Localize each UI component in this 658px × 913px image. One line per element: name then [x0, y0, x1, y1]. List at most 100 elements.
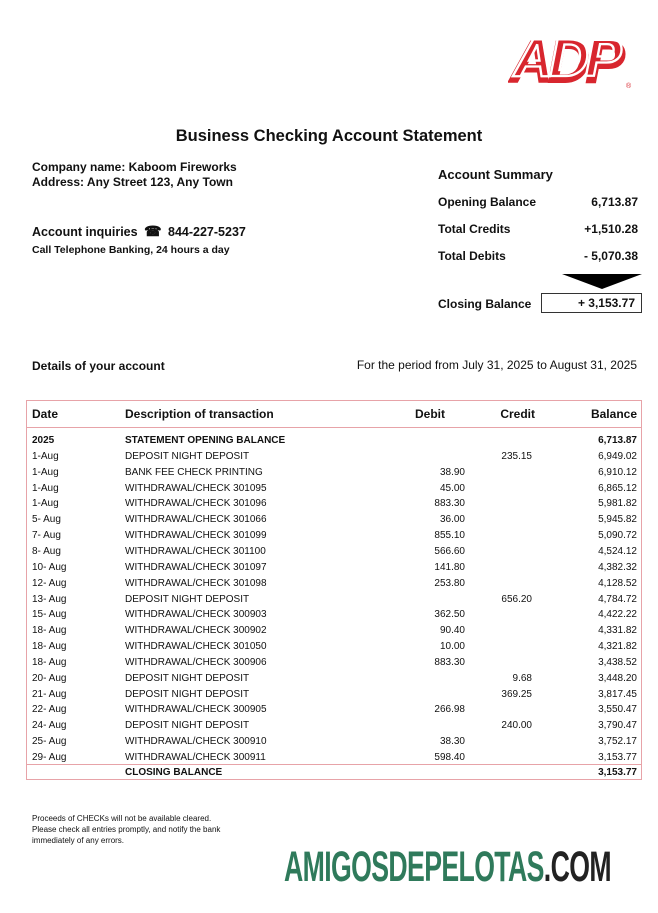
- telephone-icon: ☎: [144, 223, 162, 239]
- cell-balance: 3,448.20: [598, 672, 637, 684]
- cell-debit: 883.30: [434, 498, 465, 510]
- cell-balance: 6,949.02: [598, 450, 637, 462]
- adp-logo: ADP ADP ®: [508, 30, 632, 90]
- header-debit: Debit: [415, 407, 445, 421]
- cell-date: 7- Aug: [32, 530, 61, 542]
- watermark-suffix: .COM: [543, 843, 612, 891]
- table-row: 15- Aug WITHDRAWAL/CHECK 300903 362.50 4,42…: [0, 609, 658, 625]
- account-inquiries: Account inquiries ☎ 844-227-5237: [32, 223, 246, 240]
- statement-period: For the period from July 31, 2025 to Aug…: [356, 358, 637, 372]
- cell-debit: 141.80: [434, 561, 465, 573]
- cell-description: WITHDRAWAL/CHECK 300910: [125, 736, 267, 748]
- cell-date: 5- Aug: [32, 514, 61, 526]
- arrow-down-icon: [562, 274, 642, 289]
- summary-label: Total Debits: [438, 249, 506, 263]
- cell-credit: 656.20: [501, 593, 532, 605]
- cell-balance: 4,331.82: [598, 625, 637, 637]
- inquiries-label: Account inquiries: [32, 225, 138, 239]
- summary-total-debits: Total Debits - 5,070.38: [438, 249, 638, 265]
- account-summary-title: Account Summary: [438, 167, 553, 182]
- table-row: 5- Aug WITHDRAWAL/CHECK 301066 36.00 5,945.…: [0, 514, 658, 530]
- summary-label: Opening Balance: [438, 195, 537, 209]
- summary-value: +1,510.28: [584, 222, 638, 236]
- summary-total-credits: Total Credits +1,510.28: [438, 222, 638, 238]
- cell-balance: 5,090.72: [598, 530, 637, 542]
- cell-description: WITHDRAWAL/CHECK 301095: [125, 482, 267, 494]
- cell-description: WITHDRAWAL/CHECK 301097: [125, 561, 267, 573]
- cell-balance: 5,981.82: [598, 498, 637, 510]
- opening-balance-row: 2025 STATEMENT OPENING BALANCE 6,713.87: [0, 435, 658, 451]
- header-date: Date: [32, 407, 59, 421]
- cell-description: DEPOSIT NIGHT DEPOSIT: [125, 672, 250, 684]
- closing-balance-row: CLOSING BALANCE 3,153.77: [0, 767, 658, 783]
- summary-value: 6,713.87: [591, 195, 638, 209]
- cell-balance: 3,790.47: [598, 720, 637, 732]
- table-row: 29- Aug WITHDRAWAL/CHECK 300911 598.40 3,15…: [0, 752, 658, 768]
- cell-debit: 883.30: [434, 656, 465, 668]
- cell-description: WITHDRAWAL/CHECK 301050: [125, 641, 267, 653]
- svg-text:ADP: ADP: [512, 30, 622, 88]
- cell-debit: 38.30: [439, 736, 465, 748]
- cell-description: WITHDRAWAL/CHECK 300902: [125, 625, 267, 637]
- cell-description: WITHDRAWAL/CHECK 301096: [125, 498, 267, 510]
- cell-balance: 4,422.22: [598, 609, 637, 621]
- table-row: 13- Aug DEPOSIT NIGHT DEPOSIT 656.20 4,784.…: [0, 594, 658, 610]
- cell-description: WITHDRAWAL/CHECK 301066: [125, 514, 267, 526]
- table-row: 22- Aug WITHDRAWAL/CHECK 300905 266.98 3,55…: [0, 704, 658, 720]
- cell-date: 18- Aug: [32, 641, 67, 653]
- cell-debit: 266.98: [434, 704, 465, 716]
- cell-description: WITHDRAWAL/CHECK 300906: [125, 656, 267, 668]
- cell-credit: 240.00: [501, 720, 532, 732]
- cell-date: 20- Aug: [32, 672, 67, 684]
- cell-date: 1-Aug: [32, 482, 59, 494]
- table-row: 20- Aug DEPOSIT NIGHT DEPOSIT 9.68 3,448.20: [0, 673, 658, 689]
- cell-date: 29- Aug: [32, 752, 67, 763]
- transactions-table: [26, 400, 642, 780]
- table-row: 18- Aug WITHDRAWAL/CHECK 301050 10.00 4,321…: [0, 641, 658, 657]
- cell-date: 1-Aug: [32, 466, 59, 478]
- cell-balance: 3,153.77: [598, 767, 637, 778]
- cell-description: STATEMENT OPENING BALANCE: [125, 435, 286, 446]
- cell-debit: 566.60: [434, 545, 465, 557]
- telephone-banking-note: Call Telephone Banking, 24 hours a day: [32, 244, 230, 256]
- cell-credit: 9.68: [512, 672, 532, 684]
- cell-description: BANK FEE CHECK PRINTING: [125, 466, 263, 478]
- table-row: 1-Aug WITHDRAWAL/CHECK 301096 883.30 5,981.…: [0, 498, 658, 514]
- cell-description: DEPOSIT NIGHT DEPOSIT: [125, 593, 250, 605]
- cell-date: 25- Aug: [32, 736, 67, 748]
- summary-label: Total Credits: [438, 222, 511, 236]
- svg-text:®: ®: [626, 82, 632, 90]
- cell-debit: 598.40: [434, 752, 465, 763]
- cell-date: 24- Aug: [32, 720, 67, 732]
- cell-description: DEPOSIT NIGHT DEPOSIT: [125, 450, 250, 462]
- cell-description: DEPOSIT NIGHT DEPOSIT: [125, 720, 250, 732]
- cell-balance: 3,550.47: [598, 704, 637, 716]
- cell-date: 1-Aug: [32, 498, 59, 510]
- cell-date: 21- Aug: [32, 688, 67, 700]
- cell-description: WITHDRAWAL/CHECK 301100: [125, 545, 266, 557]
- cell-balance: 3,817.45: [598, 688, 637, 700]
- cell-date: 8- Aug: [32, 545, 61, 557]
- cell-debit: 90.40: [439, 625, 465, 637]
- cell-balance: 4,382.32: [598, 561, 637, 573]
- cell-balance: 6,910.12: [598, 466, 637, 478]
- summary-opening-balance: Opening Balance 6,713.87: [438, 195, 638, 211]
- header-credit: Credit: [500, 407, 535, 421]
- table-row: 1-Aug WITHDRAWAL/CHECK 301095 45.00 6,865.1…: [0, 483, 658, 499]
- cell-date: 18- Aug: [32, 656, 67, 668]
- cell-balance: 6,865.12: [598, 482, 637, 494]
- cell-balance: 6,713.87: [598, 435, 637, 446]
- cell-debit: 38.90: [439, 466, 465, 478]
- cell-balance: 4,784.72: [598, 593, 637, 605]
- cell-date: 15- Aug: [32, 609, 67, 621]
- table-row: 12- Aug WITHDRAWAL/CHECK 301098 253.80 4,12…: [0, 578, 658, 594]
- cell-description: WITHDRAWAL/CHECK 300905: [125, 704, 267, 716]
- table-row: 21- Aug DEPOSIT NIGHT DEPOSIT 369.25 3,817.…: [0, 689, 658, 705]
- divider: [27, 764, 641, 765]
- details-label: Details of your account: [32, 359, 165, 373]
- cell-date: 22- Aug: [32, 704, 67, 716]
- table-row: 25- Aug WITHDRAWAL/CHECK 300910 38.30 3,752…: [0, 736, 658, 752]
- cell-description: WITHDRAWAL/CHECK 301099: [125, 530, 267, 542]
- cell-debit: 45.00: [439, 482, 465, 494]
